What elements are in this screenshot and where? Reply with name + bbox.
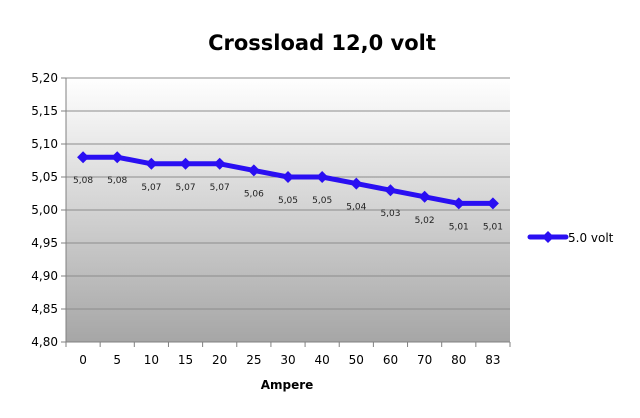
data-point xyxy=(316,171,329,183)
y-tick-label: 5,00 xyxy=(31,203,58,217)
y-tick-label: 5,15 xyxy=(31,104,58,118)
x-tick-label: 30 xyxy=(280,353,295,367)
x-tick-label: 60 xyxy=(383,353,398,367)
data-label: 5,08 xyxy=(73,176,93,186)
data-label: 5,04 xyxy=(346,203,366,213)
data-point xyxy=(213,157,226,170)
data-label: 5,07 xyxy=(141,183,161,193)
data-label: 5,05 xyxy=(312,196,332,206)
x-tick-label: 25 xyxy=(246,353,261,367)
data-label: 5,07 xyxy=(210,183,230,193)
y-tick-label: 4,85 xyxy=(31,302,58,316)
y-axis-ticks: 5,20 5,15 5,10 5,05 5,00 4,95 4,90 4,85 4,80 xyxy=(31,71,66,349)
data-label: 5,06 xyxy=(244,189,264,199)
data-point xyxy=(179,157,192,170)
chart-title: Crossload 12,0 volt xyxy=(208,31,436,55)
x-tick-label: 40 xyxy=(315,353,330,367)
x-tick-label: 80 xyxy=(451,353,466,367)
legend: 5.0 volt xyxy=(527,231,614,245)
x-tick-label: 5 xyxy=(113,353,121,367)
data-point xyxy=(111,151,124,164)
y-tick-label: 4,95 xyxy=(31,236,58,250)
legend-label: 5.0 volt xyxy=(568,231,614,245)
x-tick-label: 83 xyxy=(485,353,500,367)
x-tick-label: 50 xyxy=(349,353,364,367)
y-tick-label: 5,10 xyxy=(31,137,58,151)
data-point xyxy=(350,177,363,190)
data-point xyxy=(282,171,294,183)
data-point xyxy=(486,197,499,210)
data-point xyxy=(145,157,158,170)
data-point xyxy=(384,184,397,197)
data-label: 5,07 xyxy=(176,183,196,193)
data-point xyxy=(77,151,90,164)
data-point xyxy=(452,197,465,210)
x-tick-label: 70 xyxy=(417,353,432,367)
data-point xyxy=(247,164,260,177)
data-point xyxy=(418,190,431,203)
y-tick-label: 5,05 xyxy=(31,170,58,184)
x-axis-ticks: 0 5 10 15 20 25 30 40 50 60 70 80 83 xyxy=(65,342,511,367)
x-tick-label: 20 xyxy=(212,353,227,367)
data-label: 5,08 xyxy=(107,176,127,186)
y-tick-label: 4,80 xyxy=(31,335,58,349)
data-label: 5,02 xyxy=(415,216,435,226)
x-tick-label: 15 xyxy=(178,353,193,367)
x-axis-title: Ampere xyxy=(261,378,314,392)
data-label: 5,03 xyxy=(380,209,400,219)
data-label: 5,05 xyxy=(278,196,298,206)
y-tick-label: 5,20 xyxy=(31,71,58,85)
series-group xyxy=(77,151,499,210)
x-tick-label: 0 xyxy=(79,353,87,367)
data-label: 5,01 xyxy=(449,222,469,232)
y-tick-label: 4,90 xyxy=(31,269,58,283)
data-labels: 5,08 5,08 5,07 5,07 5,07 5,06 5,05 5,05 5,04 5,03… xyxy=(73,176,503,232)
data-label: 5,01 xyxy=(483,222,503,232)
legend-marker xyxy=(542,231,554,243)
x-tick-label: 10 xyxy=(144,353,159,367)
